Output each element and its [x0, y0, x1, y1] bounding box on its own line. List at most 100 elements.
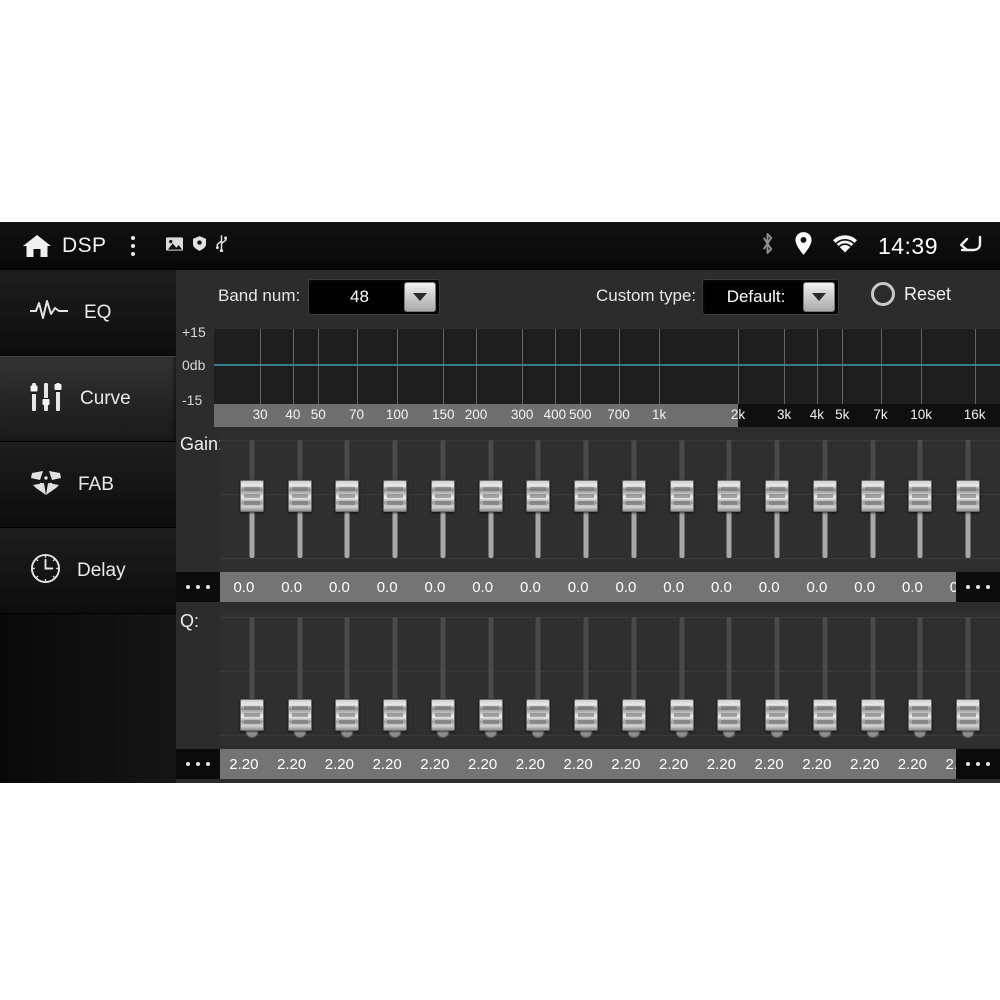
slider-thumb[interactable] [621, 480, 646, 512]
band-num-dropdown[interactable]: 48 [308, 279, 440, 315]
gain-slider[interactable] [239, 440, 265, 558]
gain-slider[interactable] [334, 440, 360, 558]
thumb-ridge [960, 501, 977, 505]
thumb-ridge [673, 720, 690, 724]
sidebar-item-delay[interactable]: Delay [0, 528, 176, 614]
slider-thumb[interactable] [383, 480, 408, 512]
slider-track-upper [297, 440, 303, 494]
gain-slider[interactable] [907, 440, 933, 558]
gain-slider[interactable] [716, 440, 742, 558]
q-slider[interactable] [478, 617, 504, 738]
q-value-cell: 2.20 [850, 755, 880, 773]
slider-thumb[interactable] [860, 480, 885, 512]
gain-slider[interactable] [573, 440, 599, 558]
slider-thumb[interactable] [574, 480, 599, 512]
slider-thumb[interactable] [765, 480, 790, 512]
graph-plot-area[interactable] [214, 329, 1000, 404]
slider-thumb[interactable] [239, 480, 264, 512]
q-slider[interactable] [716, 617, 742, 738]
q-more-right-button[interactable] [956, 749, 1000, 779]
zero-db-line [214, 364, 1000, 366]
gain-slider[interactable] [812, 440, 838, 558]
q-slider[interactable] [573, 617, 599, 738]
slider-thumb[interactable] [621, 699, 646, 731]
bluetooth-icon[interactable] [760, 232, 775, 260]
slider-thumb[interactable] [860, 699, 885, 731]
gain-slider[interactable] [382, 440, 408, 558]
gain-slider[interactable] [764, 440, 790, 558]
graph-gridline [356, 329, 358, 404]
wifi-icon[interactable] [832, 234, 858, 259]
slider-thumb[interactable] [335, 699, 360, 731]
slider-track-upper [870, 440, 876, 494]
thumb-ridge [721, 713, 738, 717]
chevron-down-icon[interactable] [803, 282, 835, 312]
q-slider[interactable] [525, 617, 551, 738]
q-slider[interactable] [860, 617, 886, 738]
home-icon[interactable] [22, 233, 52, 259]
q-slider[interactable] [430, 617, 456, 738]
slider-thumb[interactable] [908, 480, 933, 512]
more-vertical-icon[interactable] [122, 231, 144, 261]
gain-more-right-button[interactable] [956, 572, 1000, 602]
gain-slider[interactable] [525, 440, 551, 558]
q-slider[interactable] [334, 617, 360, 738]
q-slider[interactable] [669, 617, 695, 738]
back-arrow-icon[interactable] [958, 234, 982, 259]
slider-thumb[interactable] [287, 699, 312, 731]
q-slider[interactable] [382, 617, 408, 738]
q-slider[interactable] [287, 617, 313, 738]
q-slider[interactable] [764, 617, 790, 738]
sidebar-item-fab[interactable]: FAB [0, 442, 176, 528]
slider-thumb[interactable] [430, 699, 455, 731]
slider-thumb[interactable] [717, 480, 742, 512]
location-pin-icon[interactable] [795, 232, 812, 260]
slider-thumb[interactable] [526, 699, 551, 731]
gain-slider[interactable] [669, 440, 695, 558]
slider-track-lower [440, 496, 446, 558]
slider-thumb[interactable] [908, 699, 933, 731]
slider-thumb[interactable] [812, 480, 837, 512]
slider-thumb[interactable] [669, 699, 694, 731]
frequency-tick-label: 4k [809, 407, 824, 422]
q-slider[interactable] [239, 617, 265, 738]
slider-thumb[interactable] [717, 699, 742, 731]
q-slider[interactable] [812, 617, 838, 738]
gain-more-left-button[interactable] [176, 572, 220, 602]
fab-icon [30, 467, 62, 502]
slider-thumb[interactable] [478, 480, 503, 512]
gain-slider-row[interactable] [220, 434, 1000, 569]
custom-type-dropdown[interactable]: Default: [702, 279, 839, 315]
q-more-left-button[interactable] [176, 749, 220, 779]
slider-thumb[interactable] [669, 480, 694, 512]
gain-slider[interactable] [430, 440, 456, 558]
slider-thumb[interactable] [383, 699, 408, 731]
slider-thumb[interactable] [430, 480, 455, 512]
chevron-down-icon[interactable] [404, 282, 436, 312]
slider-thumb[interactable] [239, 699, 264, 731]
slider-thumb[interactable] [956, 480, 981, 512]
q-slider-row[interactable] [220, 611, 1000, 746]
gain-slider[interactable] [287, 440, 313, 558]
slider-thumb[interactable] [478, 699, 503, 731]
reset-button[interactable]: Reset [871, 282, 951, 306]
q-slider[interactable] [907, 617, 933, 738]
gain-slider[interactable] [955, 440, 981, 558]
slider-thumb[interactable] [765, 699, 790, 731]
slider-thumb[interactable] [812, 699, 837, 731]
q-slider[interactable] [955, 617, 981, 738]
sidebar-item-curve[interactable]: Curve [0, 356, 176, 442]
eq-curve-graph[interactable]: +15 0db -15 30 40 50 70 100 150 200 300 400 500 70… [176, 324, 1000, 428]
gain-slider[interactable] [621, 440, 647, 558]
slider-thumb[interactable] [526, 480, 551, 512]
slider-thumb[interactable] [574, 699, 599, 731]
thumb-ridge [864, 494, 881, 498]
slider-thumb[interactable] [956, 699, 981, 731]
gain-slider[interactable] [478, 440, 504, 558]
gain-slider[interactable] [860, 440, 886, 558]
slider-thumb[interactable] [287, 480, 312, 512]
sidebar-item-eq[interactable]: EQ [0, 270, 176, 356]
slider-thumb[interactable] [335, 480, 360, 512]
q-slider[interactable] [621, 617, 647, 738]
